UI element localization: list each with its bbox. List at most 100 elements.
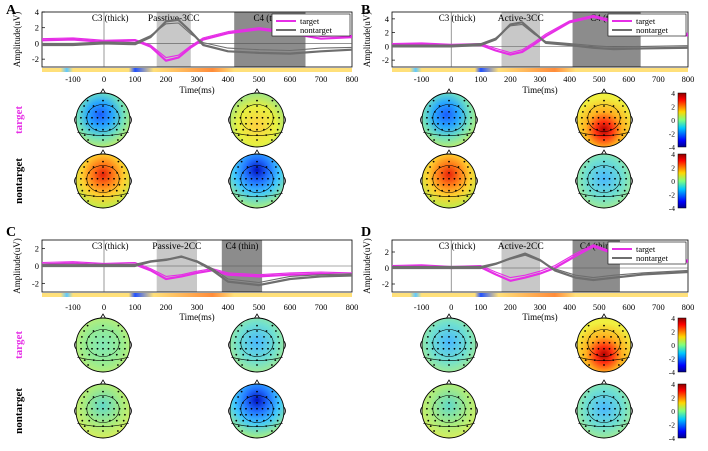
electrode-dot xyxy=(603,390,605,393)
electrode-dot xyxy=(453,407,456,410)
electrode-dot xyxy=(618,324,621,327)
electrode-dot xyxy=(237,134,240,137)
electrode-dot xyxy=(246,359,249,361)
electrode-dot xyxy=(276,189,279,192)
electrode-dot xyxy=(448,430,450,432)
electrode-dot xyxy=(459,177,461,180)
electrode-dot xyxy=(256,430,258,432)
colorbar-tick-label: -4 xyxy=(669,204,675,213)
electrode-dot xyxy=(122,128,125,131)
topo-nose xyxy=(445,149,453,156)
electrode-dot xyxy=(239,413,242,416)
electrode-dot xyxy=(434,172,436,174)
electrode-dot xyxy=(234,183,237,186)
electrode-dot xyxy=(96,183,99,186)
y-tick-label: 2 xyxy=(385,247,389,257)
electrode-dot xyxy=(275,166,277,168)
topo-ear-right xyxy=(283,340,286,350)
electrode-dot xyxy=(581,116,583,119)
topomap-target-right xyxy=(575,88,633,148)
colorbar-tick-label: -2 xyxy=(669,421,675,430)
colorbar-tick-label: 2 xyxy=(671,328,675,337)
colorbar-tick-label: 2 xyxy=(671,103,675,112)
electrode-dot xyxy=(584,105,586,107)
electrode-dot xyxy=(457,195,460,198)
electrode-dot xyxy=(596,336,598,338)
x-tick-label: 0 xyxy=(102,74,106,84)
electrode-dot xyxy=(618,390,621,393)
electrode-dot xyxy=(618,160,621,163)
electrode-dot xyxy=(433,364,435,366)
electrode-dot xyxy=(448,324,450,327)
x-tick-label: -100 xyxy=(414,302,430,312)
electrode-dot xyxy=(113,122,115,125)
electrode-dot xyxy=(584,396,586,398)
electrode-dot xyxy=(593,134,596,137)
topo-ear-right xyxy=(630,406,633,416)
electrode-dot xyxy=(610,172,612,174)
electrode-dot xyxy=(437,177,439,180)
electrode-dot xyxy=(271,364,273,366)
electrode-dot xyxy=(265,330,268,332)
electrode-dot xyxy=(234,116,236,119)
panel-c: C 2 0 -2 Amplitude(uV) C3 (thick) Passive-2CC C… xyxy=(6,225,358,434)
electrode-dot xyxy=(102,139,104,141)
x-tick-label: 600 xyxy=(284,74,297,84)
electrode-dot xyxy=(121,105,123,107)
x-tick-label: 400 xyxy=(222,302,235,312)
electrode-dot xyxy=(603,172,605,174)
electrode-dot xyxy=(102,183,104,186)
panel-letter: D xyxy=(361,225,371,240)
electrode-dot xyxy=(438,396,441,398)
electrode-dot xyxy=(603,105,605,107)
electrode-dot xyxy=(242,336,244,338)
topo-head xyxy=(421,92,477,148)
electrode-dot xyxy=(237,195,240,198)
colorbar xyxy=(677,153,687,209)
electrode-dot xyxy=(120,359,123,361)
electrode-dot xyxy=(271,324,274,327)
panel-letter: C xyxy=(6,225,16,240)
electrode-dot xyxy=(92,359,95,361)
electrode-dot xyxy=(457,166,460,168)
x-tick-label: 300 xyxy=(191,74,204,84)
shade-early-window xyxy=(501,240,540,292)
electrode-dot xyxy=(453,183,456,186)
electrode-dot xyxy=(603,183,605,186)
electrode-dot xyxy=(593,425,596,427)
electrode-dot xyxy=(457,134,460,137)
electrode-dot xyxy=(453,177,456,180)
electrode-dot xyxy=(95,189,97,192)
electrode-dot xyxy=(95,128,97,131)
electrode-dot xyxy=(118,122,121,125)
electrode-dot xyxy=(438,330,441,332)
electrode-dot xyxy=(240,324,243,327)
electrode-dot xyxy=(455,402,457,404)
electrode-dot xyxy=(269,128,272,131)
electrode-dot xyxy=(610,336,612,338)
topo-ear-left xyxy=(228,176,231,186)
electrode-dot xyxy=(603,195,605,198)
x-tick-label: -100 xyxy=(65,74,81,84)
electrode-dot xyxy=(610,353,612,356)
electrode-dot xyxy=(459,347,461,350)
electrode-dot xyxy=(603,425,605,427)
electrode-dot xyxy=(431,407,434,410)
electrode-dot xyxy=(91,116,93,119)
electrode-dot xyxy=(592,116,594,119)
x-tick-label: 600 xyxy=(622,302,635,312)
electrode-dot xyxy=(603,116,605,119)
significance-strip xyxy=(392,68,688,72)
electrode-dot xyxy=(592,413,594,416)
x-tick-label: 700 xyxy=(652,74,665,84)
electrode-dot xyxy=(261,407,264,410)
x-tick-label: 400 xyxy=(563,74,576,84)
electrode-dot xyxy=(113,341,115,344)
electrode-dot xyxy=(242,172,244,174)
electrode-dot xyxy=(115,128,118,131)
x-tick-label: 600 xyxy=(284,302,297,312)
x-axis-label: Time(ms) xyxy=(522,312,557,322)
electrode-dot xyxy=(448,122,450,125)
electrode-dot xyxy=(470,341,472,344)
electrode-dot xyxy=(448,195,450,198)
